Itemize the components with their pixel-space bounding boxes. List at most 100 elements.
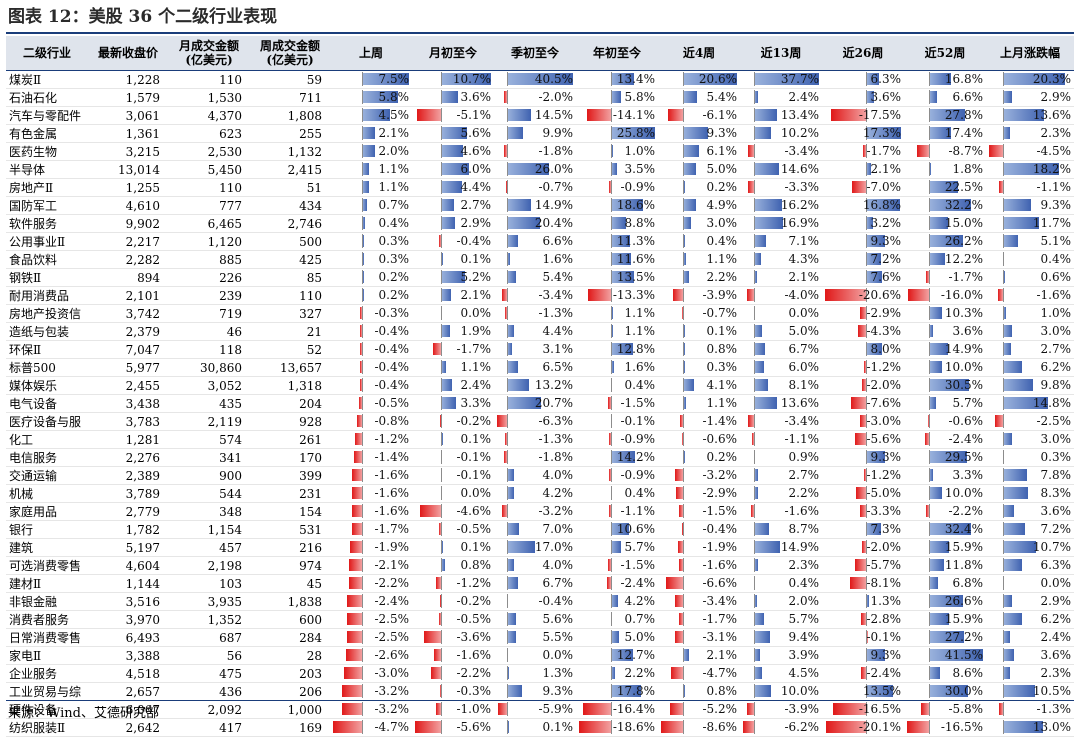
positive-bar [866,217,873,230]
latest-close: 3,438 [88,394,168,413]
zero-line [610,108,612,123]
zero-line [753,126,755,141]
perf-cell: 1.0% [576,142,658,161]
zero-line [866,612,868,627]
perf-cell: -8.1% [822,574,904,593]
perf-value: 40.5% [534,72,573,87]
weekly-turnover: 1,318 [250,376,330,395]
perf-cell: 26.2% [904,232,986,251]
zero-line [753,324,755,339]
perf-cell: 7.1% [740,232,822,251]
zero-line [1002,72,1004,87]
positive-bar [928,199,971,212]
negative-bar [415,721,442,734]
negative-bar [579,721,611,734]
bottom-divider [6,700,1074,701]
perf-cell: 1.8% [904,160,986,179]
zero-line [928,216,930,231]
negative-bar [359,343,363,356]
perf-value: -3.2% [702,468,737,483]
perf-cell: 0.3% [986,448,1074,467]
zero-line [928,648,930,663]
positive-bar [753,271,758,284]
negative-bar [502,505,508,518]
monthly-turnover: 435 [168,394,250,413]
perf-cell: 1.6% [576,358,658,377]
perf-value: 0.1% [460,540,492,555]
perf-value: -1.8% [538,450,573,465]
perf-value: -13.3% [612,288,655,303]
perf-value: 0.9% [788,450,820,465]
perf-cell: 10.0% [904,484,986,503]
perf-cell: -3.4% [658,592,740,611]
perf-cell: -5.6% [412,718,494,737]
positive-bar [1002,199,1032,212]
perf-value: -1.6% [784,504,819,519]
positive-bar [683,649,689,662]
perf-value: 0.4% [1040,252,1072,267]
perf-value: -1.1% [1036,180,1071,195]
perf-value: -1.2% [374,432,409,447]
perf-cell: 7.6% [822,268,904,287]
latest-close: 1,228 [88,70,168,89]
perf-value: -1.6% [702,558,737,573]
negative-bar [582,703,611,716]
negative-bar [747,145,754,158]
perf-cell: 2.3% [986,124,1074,143]
zero-line [441,450,443,465]
negative-bar [359,397,363,410]
perf-value: 7.2% [870,252,902,267]
perf-cell: 13.0% [986,718,1074,737]
industry-name: 造纸与包装 [6,322,88,341]
perf-value: 20.7% [534,396,573,411]
zero-line [362,504,364,519]
zero-line [866,198,868,213]
zero-line [610,432,612,447]
perf-value: 3.3% [460,396,492,411]
perf-cell: -1.3% [494,430,576,449]
positive-bar [1002,73,1065,86]
table-row: 电信服务 2,276 341 170 -1.4% -0.1% -1.8% 14.2% 0.2% 0… [6,448,1074,467]
column-header-12: 上月涨跌幅 [986,36,1074,71]
zero-line [507,558,509,573]
perf-value: -1.1% [620,504,655,519]
perf-cell: 8.0% [822,340,904,359]
perf-cell: -0.1% [822,628,904,647]
perf-value: 1.6% [624,360,656,375]
perf-cell: -0.3% [330,304,412,323]
positive-bar [1002,649,1014,662]
zero-line [928,234,930,249]
negative-bar [751,433,754,446]
perf-cell: 20.3% [986,70,1074,89]
table-row: 机械 3,789 544 231 -1.6% 0.0% 4.2% 0.4% -2.9% 2.2% -… [6,484,1074,503]
perf-value: 2.4% [460,378,492,393]
perf-value: 2.1% [706,648,738,663]
zero-line [1002,288,1004,303]
table-row: 医疗设备与服 3,783 2,119 928 -0.8% -0.2% -6.3% -0.1% -… [6,412,1074,431]
zero-line [441,180,443,195]
perf-value: 30.5% [944,378,983,393]
perf-value: 4.2% [542,486,574,501]
perf-cell: 7.0% [494,520,576,539]
zero-line [507,288,509,303]
zero-line [441,90,443,105]
zero-line [1002,396,1004,411]
zero-line [610,90,612,105]
zero-line [928,468,930,483]
industry-name: 可选消费零售 [6,556,88,575]
zero-line [507,198,509,213]
zero-line [610,540,612,555]
monthly-turnover: 885 [168,250,250,269]
positive-bar [866,451,885,464]
table-body: 煤炭Ⅱ 1,228 110 59 7.5% 10.7% 40.5% 13.4% 20.6% 37.… [6,70,1074,737]
table-row: 房地产Ⅱ 1,255 110 51 1.1% 4.4% -0.7% -0.9% 0.2% -3.3… [6,178,1074,197]
perf-cell: 1.9% [412,322,494,341]
perf-cell: 13.6% [986,106,1074,125]
perf-cell: -1.7% [330,520,412,539]
weekly-turnover: 13,657 [250,358,330,377]
positive-bar [753,253,762,266]
positive-bar [507,631,517,644]
latest-close: 6,493 [88,628,168,647]
perf-value: -3.4% [538,288,573,303]
perf-value: 14.6% [780,162,819,177]
